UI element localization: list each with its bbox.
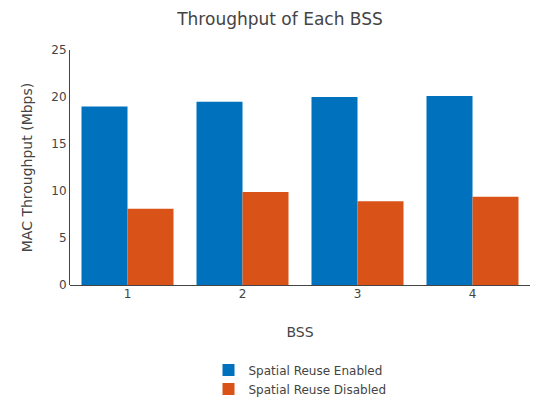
svg-text:10: 10 [51, 184, 66, 198]
svg-text:2: 2 [239, 287, 247, 301]
svg-text:0: 0 [59, 278, 67, 292]
svg-text:5: 5 [59, 231, 67, 245]
svg-text:MAC Throughput (Mbps): MAC Throughput (Mbps) [19, 83, 35, 252]
svg-text:15: 15 [51, 137, 66, 151]
svg-text:BSS: BSS [286, 324, 313, 340]
svg-text:Spatial Reuse Enabled: Spatial Reuse Enabled [249, 364, 383, 378]
svg-text:4: 4 [469, 287, 477, 301]
svg-text:3: 3 [354, 287, 362, 301]
svg-text:20: 20 [51, 90, 66, 104]
svg-text:25: 25 [51, 43, 66, 57]
svg-text:1: 1 [124, 287, 132, 301]
svg-text:Spatial Reuse Disabled: Spatial Reuse Disabled [249, 383, 387, 397]
svg-text:Throughput of Each BSS: Throughput of Each BSS [176, 9, 383, 29]
